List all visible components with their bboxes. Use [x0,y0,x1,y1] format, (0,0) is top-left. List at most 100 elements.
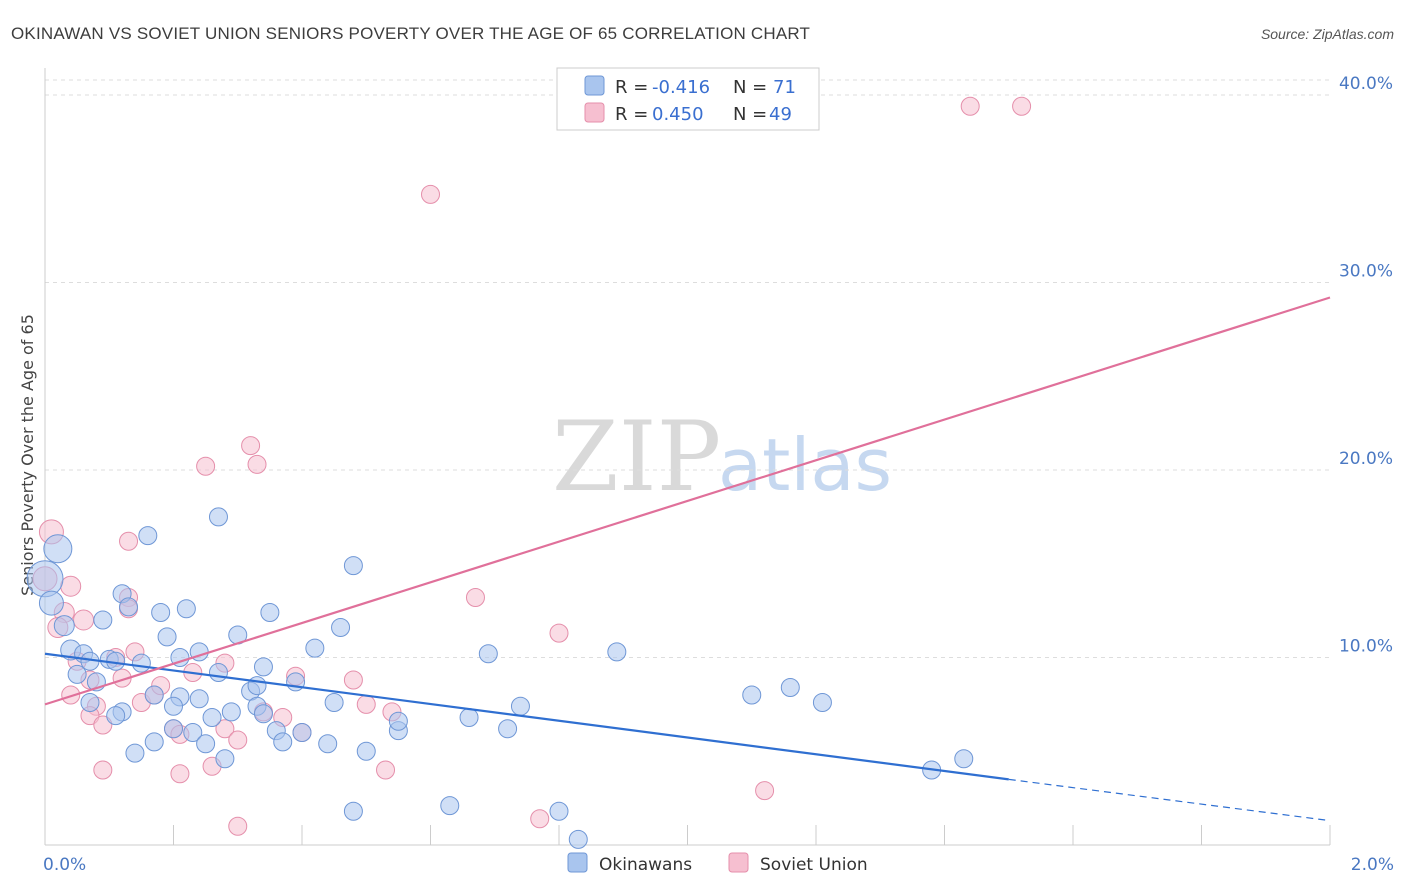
legend-n-value-okinawans: 71 [773,77,796,98]
okinawans-points [26,507,974,849]
soviet-union-point [465,588,485,607]
y-tick-label: 10.0% [1339,637,1393,657]
okinawans-point [498,719,518,739]
okinawans-point [318,734,338,754]
soviet-union-point [60,575,82,597]
okinawans-point [440,796,460,816]
okinawans-point [215,749,235,769]
soviet-union-point [343,670,363,690]
soviet-union-point [530,809,550,829]
x-axis-ticks [44,825,1331,845]
y-tick-label: 40.0% [1339,74,1393,94]
okinawans-point [780,678,800,697]
soviet-union-point [356,694,376,714]
okinawans-point [607,642,627,662]
x-tick-label-max: 2.0% [1351,855,1394,875]
legend-swatch-soviet-union [584,102,605,123]
soviet-union-point [1012,96,1032,116]
y-tick-label: 30.0% [1339,262,1393,282]
watermark-atlas: atlas [718,423,892,507]
soviet-union-point [241,436,261,456]
okinawans-point [119,597,139,617]
okinawans-point [80,693,100,712]
okinawans-point [388,711,408,731]
okinawans-point [151,603,171,622]
legend-n-value-soviet-union: 49 [769,104,792,125]
soviet-union-point [421,184,440,204]
gridlines [45,79,1330,658]
okinawans-point [331,618,351,637]
okinawans-point [208,663,228,682]
legend-n-label-okinawans: N = [733,77,767,98]
okinawans-point [43,534,73,564]
okinawans-point [176,599,196,619]
soviet-union-point [376,760,396,780]
trend-lines [44,296,1331,822]
okinawans-point [459,708,479,727]
okinawans-point [144,732,164,752]
okinawans-trend-line [44,652,1009,781]
okinawans-point [343,801,363,821]
watermark: ZIP atlas [552,401,892,513]
okinawans-point [202,708,222,727]
y-axis-label: Seniors Poverty Over the Age of 65 [18,314,37,596]
okinawans-point [568,829,588,849]
soviet-union-trend-line [44,296,1331,706]
okinawans-point [260,603,280,622]
legend-swatch-okinawans [584,75,605,96]
legend-r-label-okinawans: R = [615,77,648,98]
okinawans-point [343,556,363,576]
okinawans-point [221,702,241,722]
soviet-union-point [61,685,81,705]
soviet-union-point [196,456,216,476]
okinawans-point [549,801,569,821]
okinawans-point [189,689,209,709]
okinawans-point [138,526,158,546]
okinawans-point [53,615,75,637]
soviet-union-point [93,760,113,780]
legend-n-label-soviet-union: N = [733,104,767,125]
okinawans-point [106,706,126,726]
okinawans-point [742,685,762,705]
okinawans-point [247,676,267,696]
okinawans-point [812,693,832,712]
soviet-union-point [549,623,569,643]
okinawans-point [253,657,273,677]
soviet-union-point [119,531,139,551]
series-legend-label-soviet-union: Soviet Union [760,855,868,875]
legend-r-label-soviet-union: R = [615,104,648,125]
soviet-union-point [228,730,248,750]
soviet-union-point [93,715,113,735]
watermark-zip: ZIP [552,401,721,513]
legend-r-value-soviet-union: 0.450 [652,104,704,125]
okinawans-point [324,693,344,712]
okinawans-point [305,638,325,658]
okinawans-point [131,653,151,673]
okinawans-point [157,627,177,647]
soviet-union-point [73,609,95,631]
soviet-union-point [960,96,980,116]
okinawans-point [478,644,498,664]
okinawans-trend-extension [1008,778,1331,822]
soviet-union-point [228,816,248,836]
series-legend-label-okinawans: Okinawans [599,855,692,875]
okinawans-point [273,732,293,752]
series-legend-swatch-soviet-union [728,852,749,873]
y-tick-label: 20.0% [1339,449,1393,469]
okinawans-point [510,696,530,716]
okinawans-point [183,723,203,742]
okinawans-point [292,723,312,742]
okinawans-point [164,719,183,739]
okinawans-point [208,507,228,527]
okinawans-point [38,590,64,616]
x-tick-label-min: 0.0% [43,855,86,875]
okinawans-point [954,749,974,769]
okinawans-point [356,741,376,761]
stats-legend: R = -0.416 N = 71 R = 0.450 N = 49 [556,67,820,131]
series-legend-swatch-okinawans [567,852,588,873]
chart-source: Source: ZipAtlas.com [1261,26,1394,42]
okinawans-point [93,610,113,630]
soviet-union-point [247,454,267,474]
okinawans-point [125,743,145,763]
